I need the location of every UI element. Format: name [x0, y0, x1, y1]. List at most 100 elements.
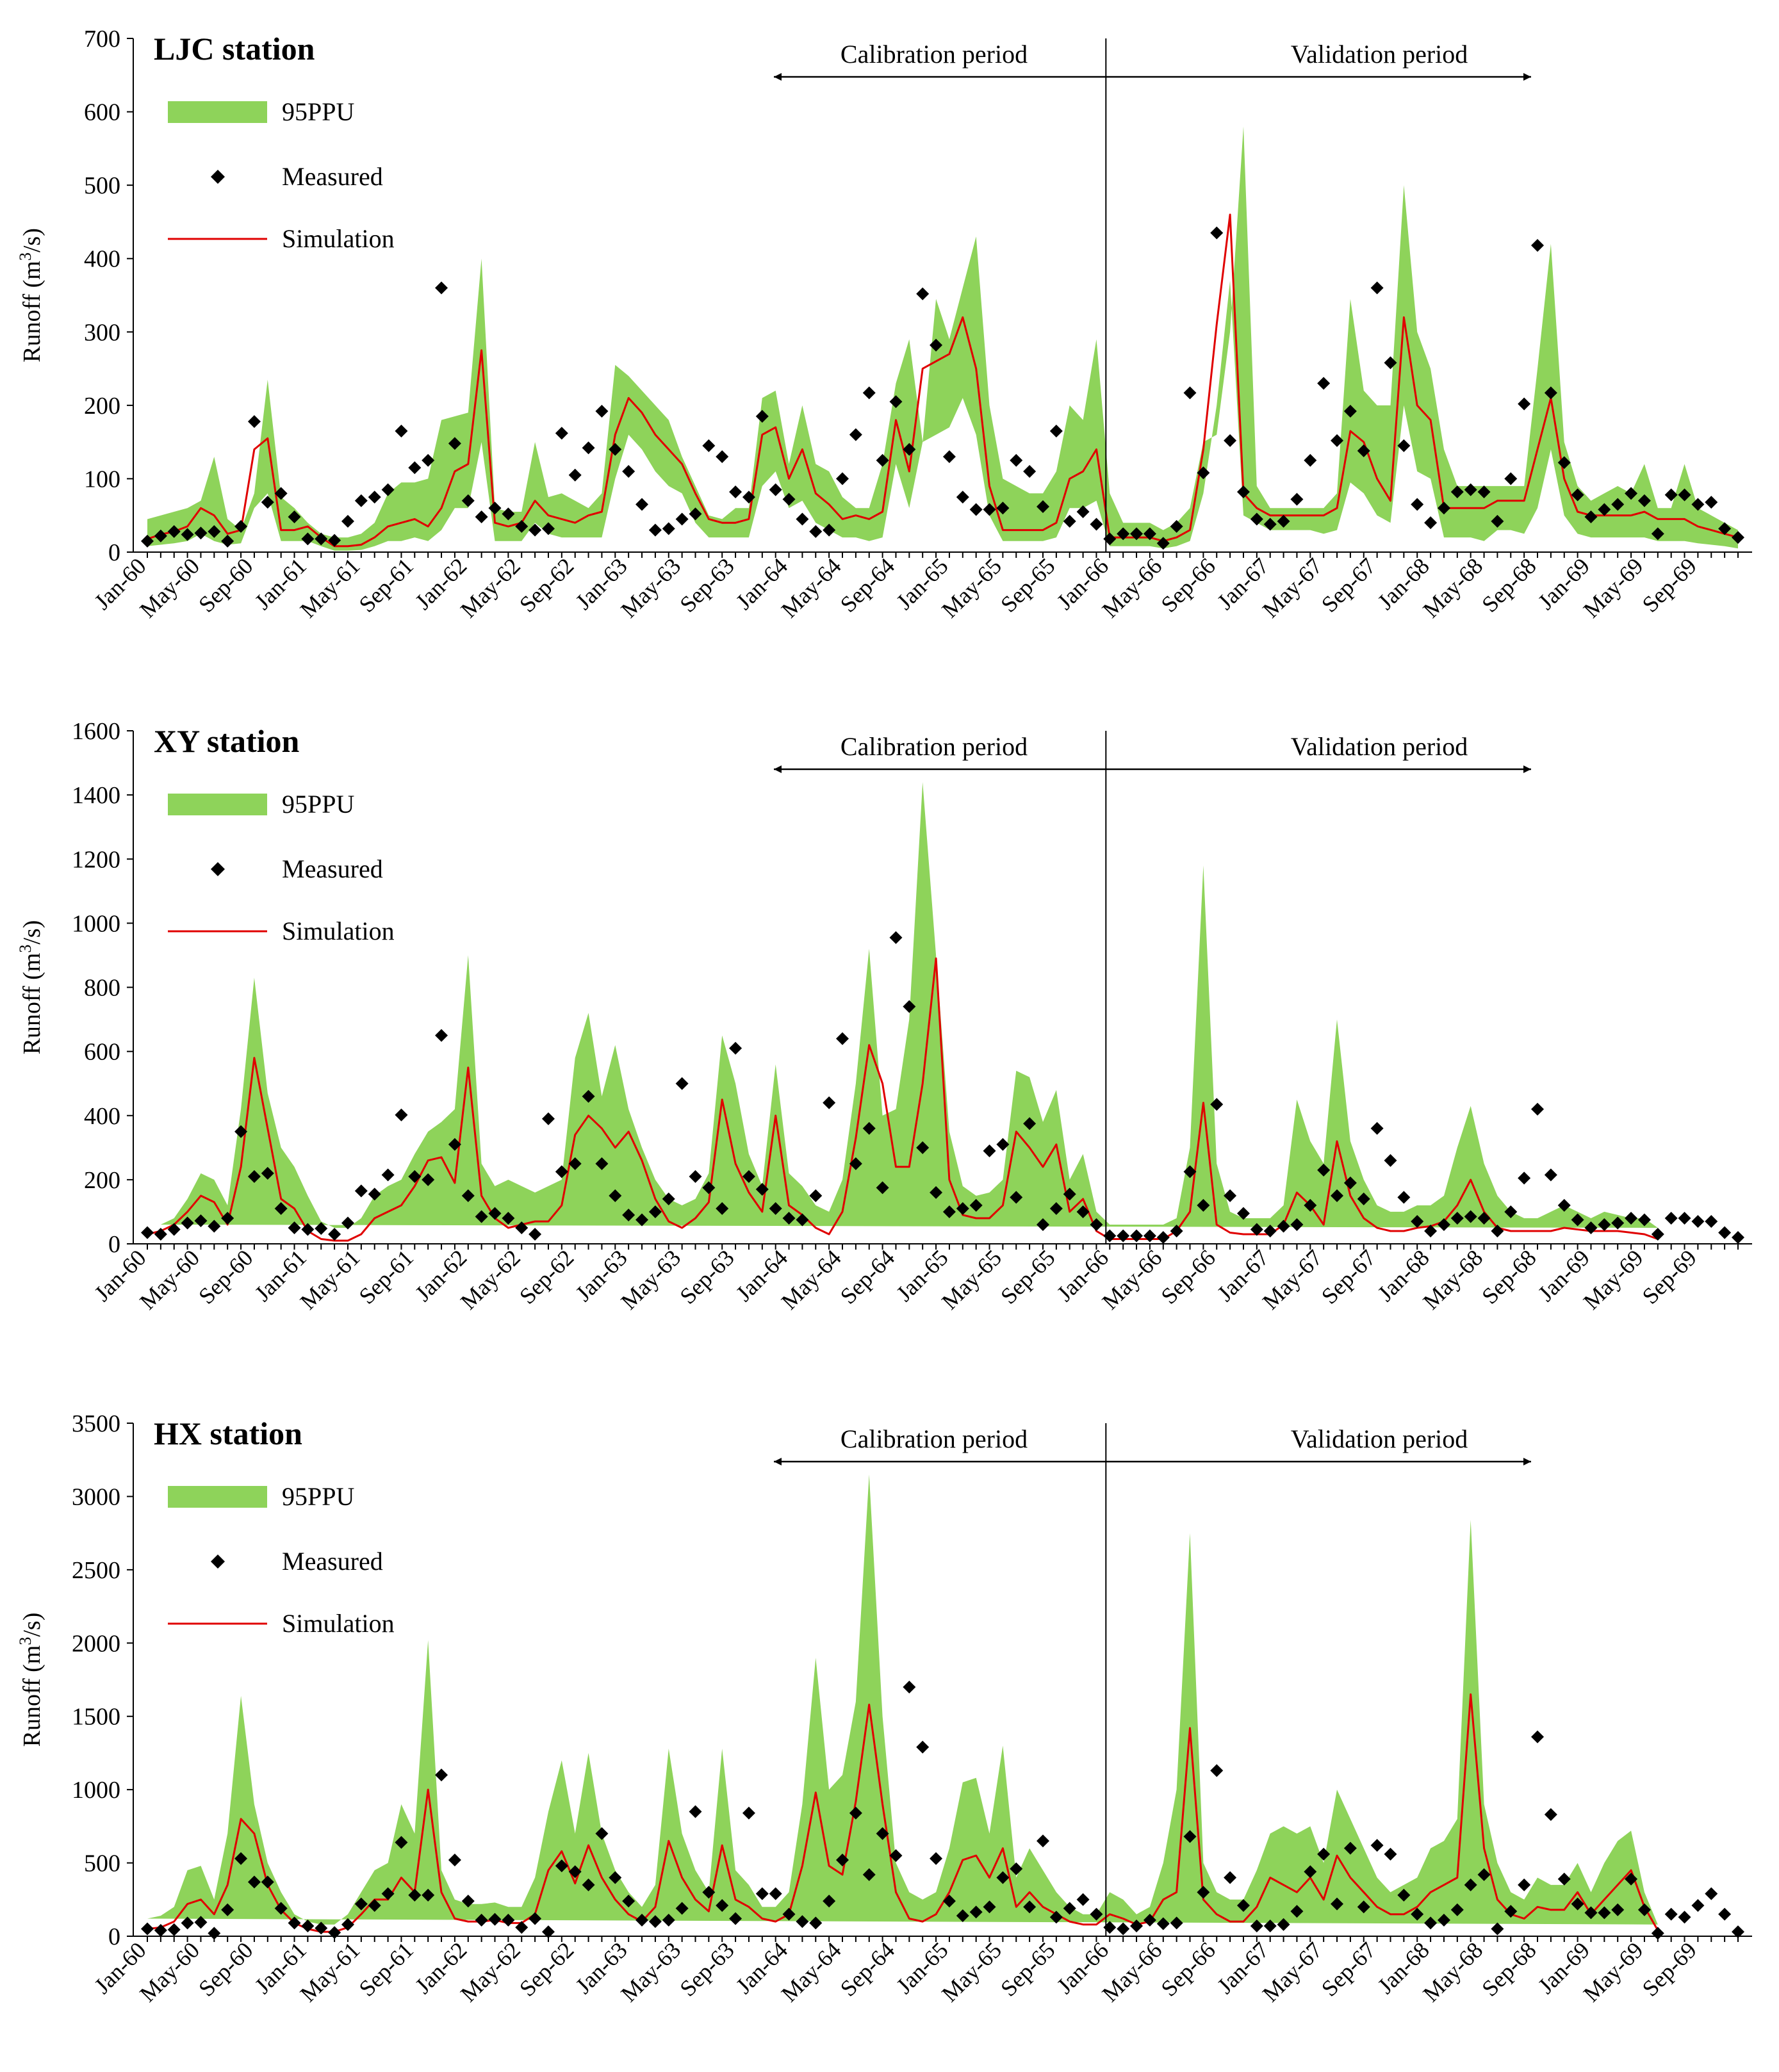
- measured-point: [1450, 1211, 1464, 1225]
- measured-point: [1491, 1224, 1504, 1237]
- measured-point: [689, 1170, 702, 1183]
- measured-point: [408, 1170, 422, 1183]
- measured-point: [1170, 519, 1183, 533]
- measured-point: [328, 534, 341, 547]
- measured-point: [541, 1112, 555, 1125]
- measured-point: [1557, 1198, 1571, 1212]
- measured-point: [796, 512, 809, 526]
- legend-measured-marker: [211, 1554, 225, 1569]
- measured-point: [769, 483, 782, 496]
- measured-point: [1183, 1165, 1197, 1179]
- y-tick-label: 3500: [72, 1410, 120, 1437]
- measured-point: [208, 1220, 221, 1233]
- measured-point: [1304, 1865, 1317, 1879]
- measured-point: [1370, 1122, 1384, 1135]
- measured-point: [996, 1138, 1010, 1151]
- measured-point: [635, 498, 649, 511]
- measured-point: [622, 1895, 635, 1908]
- measured-point: [1263, 1919, 1277, 1932]
- measured-point: [1357, 1900, 1370, 1914]
- measured-point: [475, 510, 488, 524]
- measured-point: [742, 1806, 755, 1820]
- measured-point: [1290, 1905, 1304, 1918]
- measured-point: [796, 1915, 809, 1929]
- measured-point: [1611, 498, 1625, 511]
- measured-point: [1224, 1871, 1237, 1884]
- measured-point: [1598, 503, 1611, 516]
- y-tick-label: 1400: [72, 782, 120, 809]
- measured-point: [729, 1041, 742, 1055]
- measured-point: [1557, 456, 1571, 469]
- measured-point: [1130, 1919, 1144, 1932]
- measured-point: [247, 1170, 261, 1183]
- measured-point: [208, 525, 221, 538]
- y-tick-label: 2000: [72, 1630, 120, 1657]
- measured-point: [1678, 1911, 1691, 1924]
- measured-point: [395, 424, 408, 437]
- station-title: XY station: [154, 723, 300, 759]
- measured-point: [1290, 1218, 1304, 1231]
- measured-point: [823, 1895, 836, 1908]
- measured-point: [1678, 1211, 1691, 1225]
- measured-point: [475, 1913, 488, 1927]
- measured-point: [288, 510, 301, 524]
- measured-point: [836, 1032, 849, 1045]
- legend-measured-marker: [211, 862, 225, 876]
- measured-point: [502, 1211, 515, 1225]
- measured-point: [1718, 522, 1732, 535]
- measured-point: [702, 1886, 716, 1899]
- measured-point: [1250, 512, 1263, 526]
- measured-point: [1331, 1897, 1344, 1911]
- measured-point: [1304, 1198, 1317, 1212]
- measured-point: [1117, 1229, 1130, 1243]
- measured-point: [1557, 1872, 1571, 1886]
- y-tick-label: 400: [84, 246, 120, 273]
- measured-point: [1450, 485, 1464, 499]
- measured-point: [488, 502, 502, 515]
- measured-point: [274, 1902, 288, 1915]
- legend-label-simulation: Simulation: [282, 917, 395, 945]
- measured-point: [1156, 1230, 1170, 1244]
- measured-point: [729, 1912, 742, 1925]
- measured-point: [1156, 537, 1170, 550]
- measured-point: [1571, 1897, 1584, 1911]
- measured-point: [969, 503, 983, 516]
- measured-point: [689, 507, 702, 521]
- measured-point: [983, 503, 996, 516]
- measured-point: [1183, 386, 1197, 400]
- measured-point: [969, 1198, 983, 1212]
- measured-point: [1263, 518, 1277, 531]
- measured-point: [969, 1905, 983, 1919]
- measured-point: [809, 1189, 823, 1202]
- measured-point: [956, 1202, 969, 1215]
- measured-point: [1437, 1913, 1450, 1927]
- measured-point: [1531, 1730, 1545, 1743]
- measured-point: [782, 1907, 796, 1921]
- measured-point: [889, 395, 903, 409]
- measured-point: [1384, 1847, 1397, 1861]
- measured-point: [1331, 434, 1344, 447]
- measured-point: [1718, 1226, 1732, 1239]
- measured-point: [956, 491, 969, 504]
- measured-point: [1598, 1906, 1611, 1920]
- measured-point: [1117, 527, 1130, 541]
- measured-point: [675, 1902, 689, 1915]
- measured-point: [635, 1913, 649, 1927]
- measured-point: [315, 1221, 328, 1235]
- measured-point: [1304, 453, 1317, 467]
- y-tick-label: 300: [84, 319, 120, 346]
- measured-point: [1317, 377, 1331, 390]
- validation-period-label: Validation period: [1291, 1424, 1468, 1453]
- measured-point: [1424, 1916, 1438, 1930]
- legend-label-95ppu: 95PPU: [282, 97, 354, 126]
- measured-point: [595, 405, 609, 418]
- measured-point: [1210, 226, 1224, 240]
- measured-point: [515, 519, 529, 533]
- measured-point: [1210, 1764, 1224, 1777]
- measured-point: [261, 1166, 274, 1180]
- measured-point: [1049, 424, 1063, 437]
- measured-point: [1531, 1102, 1545, 1116]
- legend-band-swatch: [168, 794, 267, 815]
